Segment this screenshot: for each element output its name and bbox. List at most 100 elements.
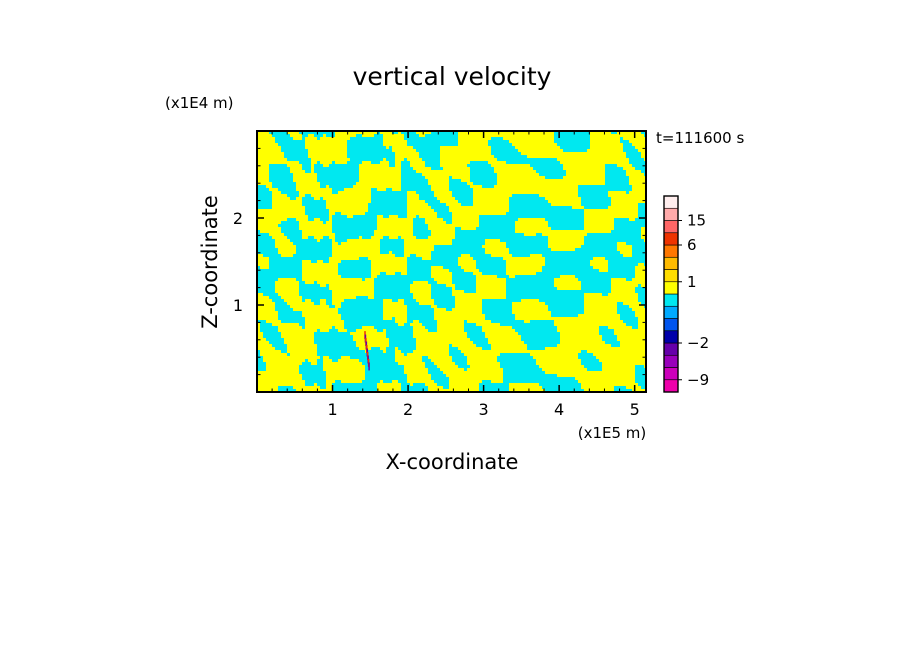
field-cell	[353, 203, 357, 207]
field-cell	[602, 227, 606, 231]
field-cell	[545, 209, 549, 213]
field-cell	[386, 218, 390, 222]
field-cell	[344, 146, 348, 150]
field-cell	[578, 218, 582, 222]
field-cell	[629, 185, 633, 189]
field-cell	[368, 224, 372, 228]
field-cell	[371, 143, 375, 147]
field-cell	[344, 155, 348, 159]
field-cell	[557, 179, 561, 183]
field-cell	[560, 152, 564, 156]
field-cell	[542, 239, 546, 243]
field-cell	[338, 218, 342, 222]
field-cell	[305, 206, 309, 210]
field-cell	[473, 179, 477, 183]
field-cell	[521, 176, 525, 180]
field-cell	[455, 134, 459, 138]
field-cell	[401, 239, 405, 243]
field-cell	[446, 179, 450, 183]
field-cell	[497, 158, 501, 162]
field-cell	[353, 239, 357, 243]
field-cell	[410, 131, 414, 135]
field-cell	[488, 176, 492, 180]
field-cell	[419, 224, 423, 228]
field-cell	[554, 212, 558, 216]
field-cell	[563, 179, 567, 183]
field-cell	[299, 143, 303, 147]
field-cell	[437, 155, 441, 159]
field-cell	[350, 245, 354, 249]
field-cell	[380, 185, 384, 189]
field-cell	[338, 170, 342, 174]
field-cell	[485, 170, 489, 174]
field-cell	[518, 134, 522, 138]
field-cell	[563, 182, 567, 186]
field-cell	[338, 158, 342, 162]
time-label: t=111600 s	[656, 129, 744, 147]
field-cell	[341, 179, 345, 183]
field-cell	[500, 182, 504, 186]
field-cell	[296, 182, 300, 186]
field-cell	[578, 233, 582, 237]
field-cell	[371, 230, 375, 234]
field-cell	[566, 149, 570, 153]
field-cell	[368, 218, 372, 222]
field-cell	[491, 179, 495, 183]
field-cell	[629, 155, 633, 159]
field-cell	[473, 194, 477, 198]
field-cell	[497, 143, 501, 147]
field-cell	[599, 173, 603, 177]
field-cell	[617, 167, 621, 171]
field-cell	[353, 230, 357, 234]
field-cell	[290, 221, 294, 225]
field-cell	[590, 149, 594, 153]
field-cell	[632, 197, 636, 201]
field-cell	[416, 179, 420, 183]
field-cell	[473, 173, 477, 177]
field-cell	[584, 149, 588, 153]
field-cell	[410, 218, 414, 222]
field-cell	[581, 182, 585, 186]
field-cell	[446, 140, 450, 144]
field-cell	[638, 200, 642, 204]
field-cell	[494, 155, 498, 159]
field-cell	[485, 149, 489, 153]
field-cell	[410, 221, 414, 225]
field-cell	[500, 188, 504, 192]
field-cell	[503, 197, 507, 201]
field-cell	[608, 191, 612, 195]
field-cell	[482, 152, 486, 156]
field-cell	[287, 242, 291, 246]
field-cell	[386, 194, 390, 198]
field-cell	[464, 197, 468, 201]
field-cell	[515, 149, 519, 153]
field-cell	[338, 212, 342, 216]
field-cell	[305, 134, 309, 138]
field-cell	[290, 215, 294, 219]
field-cell	[470, 194, 474, 198]
field-cell	[359, 161, 363, 165]
field-cell	[485, 197, 489, 201]
field-cell	[353, 200, 357, 204]
field-cell	[566, 209, 570, 213]
field-cell	[290, 134, 294, 138]
field-cell	[269, 209, 273, 213]
field-cell	[584, 209, 588, 213]
field-cell	[437, 134, 441, 138]
field-cell	[419, 161, 423, 165]
field-cell	[476, 203, 480, 207]
field-cell	[461, 230, 465, 234]
field-cell	[542, 176, 546, 180]
field-cell	[623, 185, 627, 189]
field-cell	[548, 149, 552, 153]
field-cell	[422, 215, 426, 219]
field-cell	[575, 131, 579, 135]
field-cell	[371, 185, 375, 189]
field-cell	[494, 224, 498, 228]
field-cell	[620, 188, 624, 192]
field-cell	[314, 176, 318, 180]
field-cell	[320, 155, 324, 159]
field-cell	[434, 230, 438, 234]
field-cell	[374, 227, 378, 231]
field-cell	[521, 200, 525, 204]
